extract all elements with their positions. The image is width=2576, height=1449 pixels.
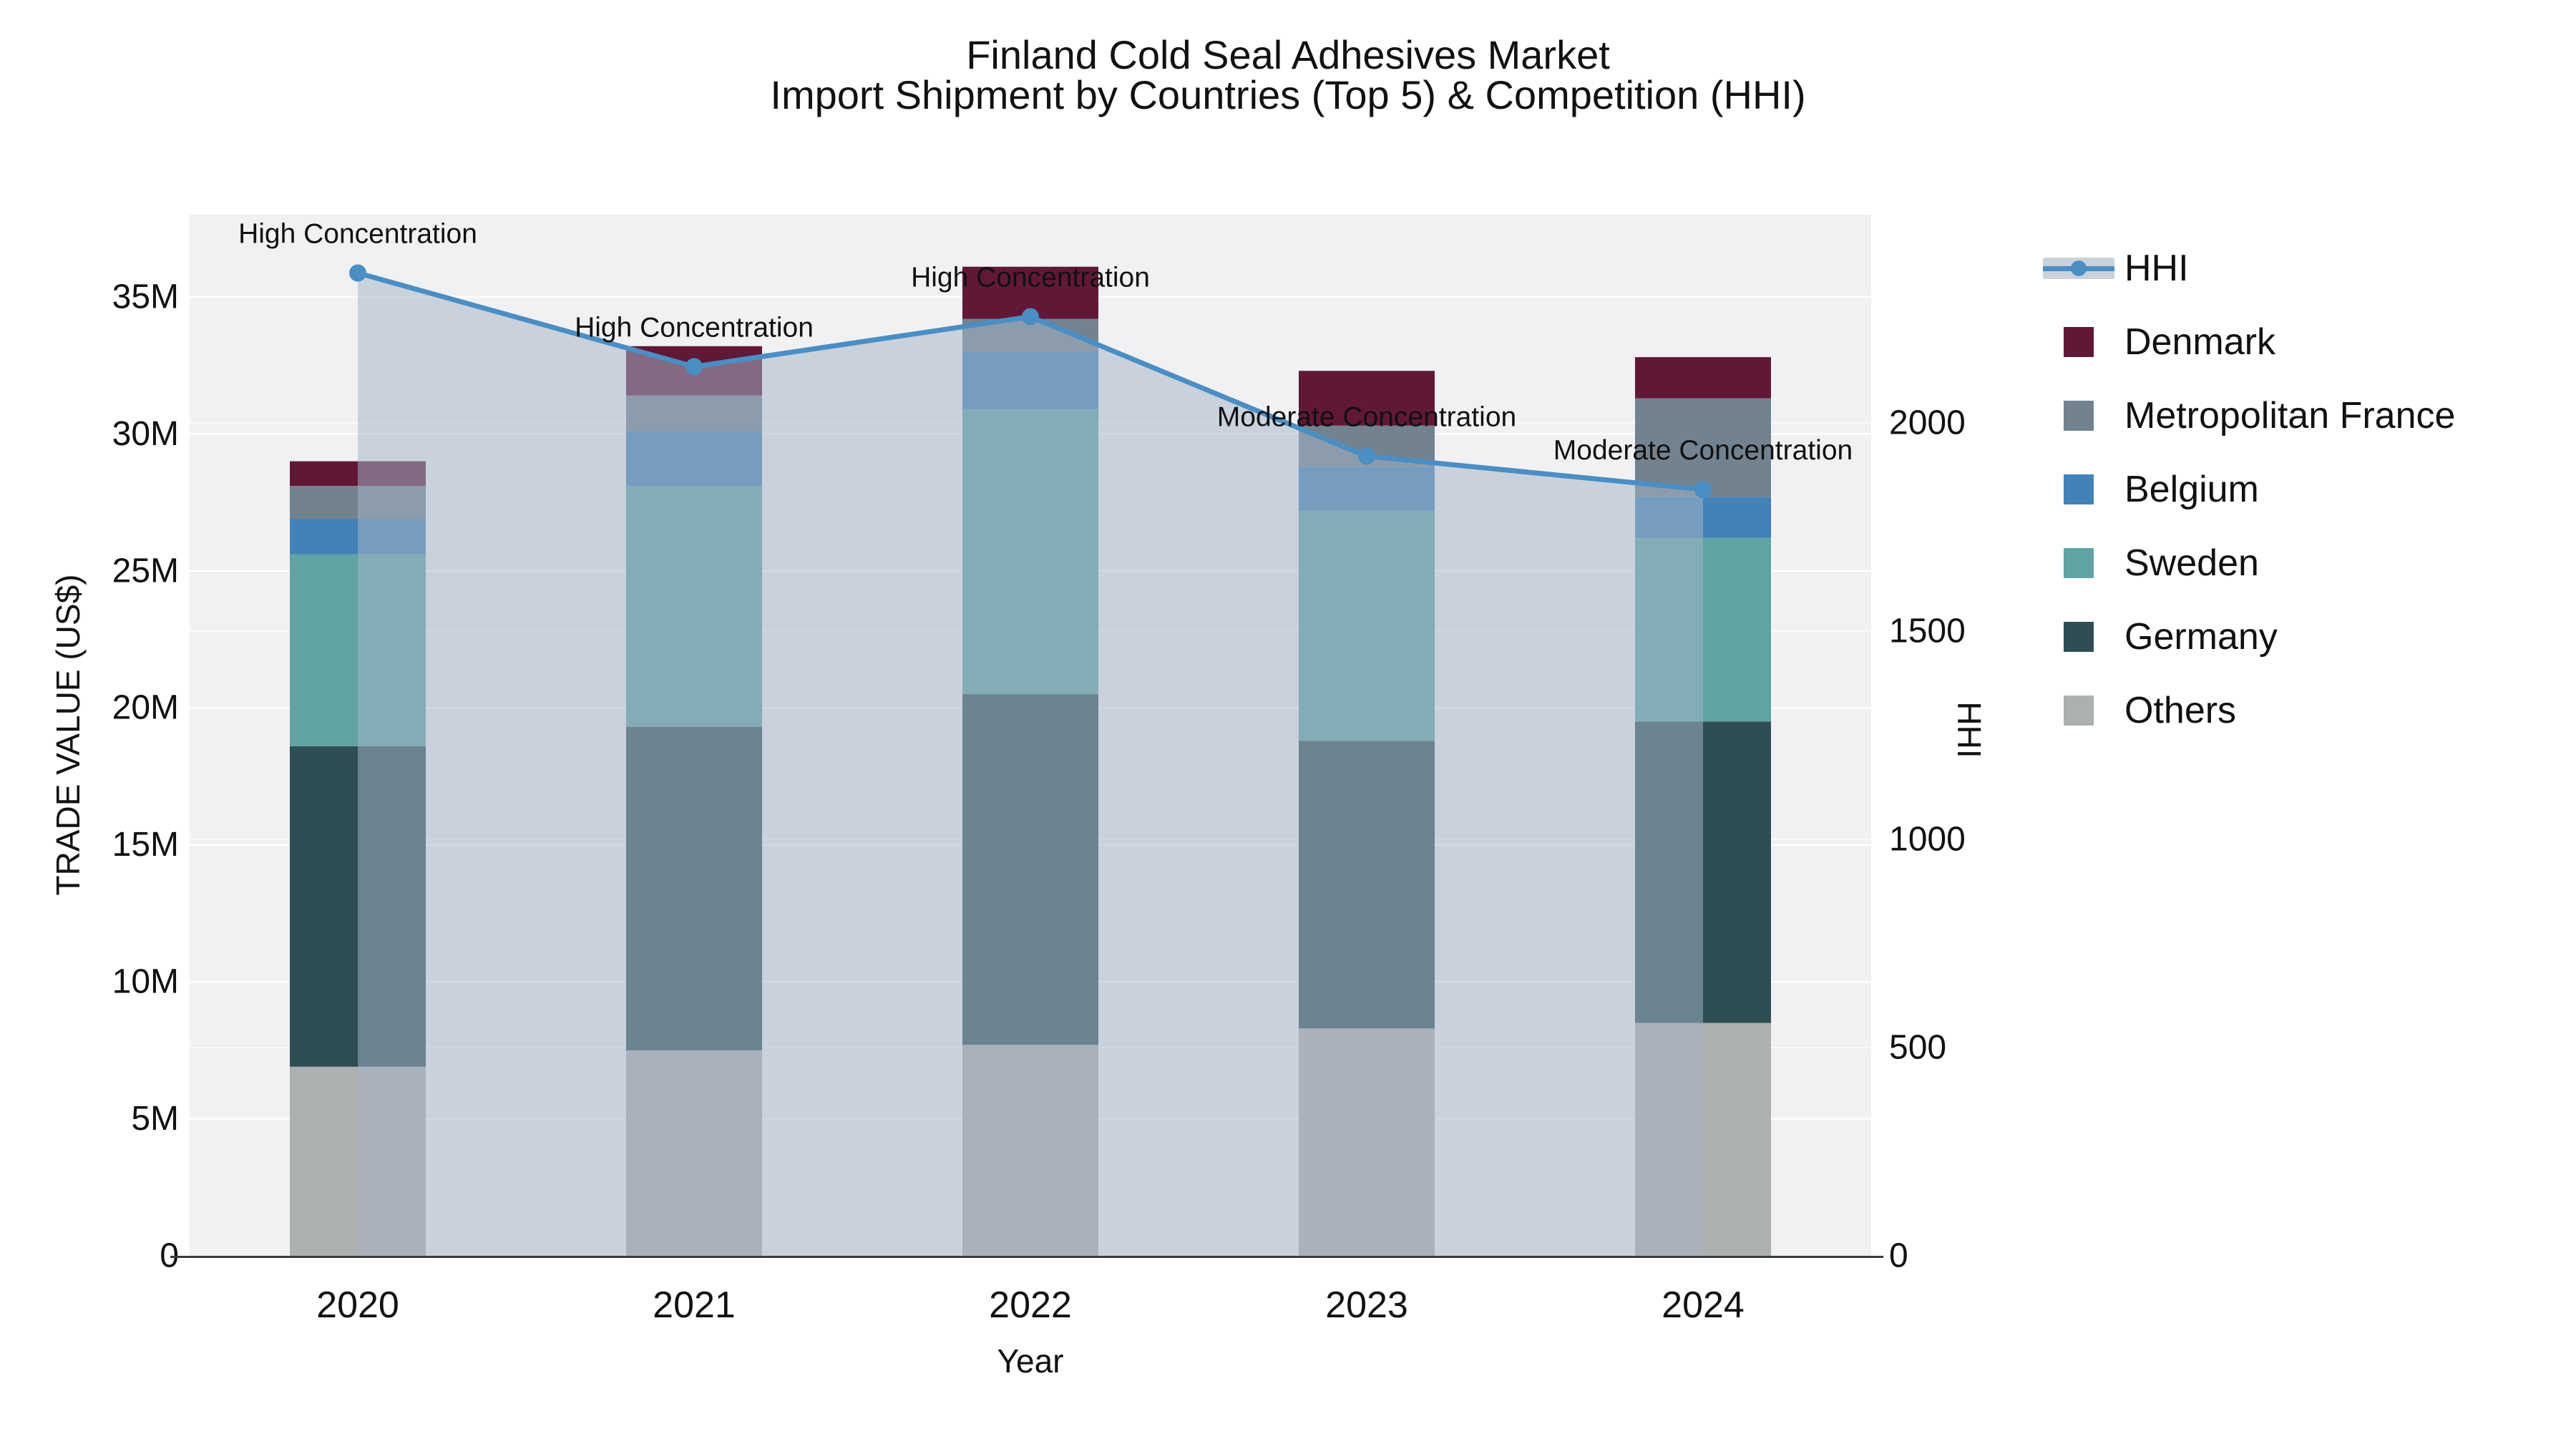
y-tick-label: 30M	[112, 415, 179, 453]
legend-item-others: Others	[2043, 673, 2455, 747]
legend-label: Germany	[2124, 615, 2278, 658]
bar-segment-denmark-2023	[1299, 371, 1435, 426]
y-tick-label: 35M	[112, 278, 179, 316]
hhi-area	[358, 273, 1703, 1257]
legend-swatch-square	[2043, 695, 2114, 726]
legend-color-swatch	[2064, 621, 2094, 652]
legend-item-denmark: Denmark	[2043, 305, 2455, 379]
y2-tick-label: 500	[1889, 1029, 1946, 1067]
annotation-2021: High Concentration	[575, 312, 814, 343]
legend-label: Others	[2124, 689, 2237, 731]
y-tick-label: 10M	[112, 963, 179, 1001]
y-tick-label: 5M	[131, 1100, 179, 1138]
x-tick-label: 2023	[1325, 1284, 1408, 1326]
hhi-marker-swatch	[2071, 260, 2087, 276]
y-tick-label: 20M	[112, 689, 179, 727]
annotation-2020: High Concentration	[238, 218, 477, 249]
legend-label: Sweden	[2124, 542, 2259, 584]
y-tick-label: 25M	[112, 552, 179, 590]
bar-segment-denmark-2024	[1635, 357, 1771, 399]
annotation-2024: Moderate Concentration	[1553, 435, 1853, 466]
legend-swatch-square	[2043, 547, 2114, 578]
legend-item-hhi: HHI	[2043, 231, 2455, 305]
x-tick-label: 2024	[1662, 1284, 1745, 1326]
legend: HHI Denmark Metropolitan France Belgium Swed…	[2043, 231, 2455, 747]
legend-label: Belgium	[2124, 468, 2259, 510]
hhi-marker-2024	[1694, 481, 1712, 499]
y2-tick-label: 0	[1889, 1237, 1908, 1275]
legend-color-swatch	[2064, 695, 2094, 726]
legend-swatch-square	[2043, 474, 2114, 504]
hhi-marker-2021	[686, 358, 703, 376]
chart-subtitle: Import Shipment by Countries (Top 5) & C…	[770, 72, 1806, 117]
x-tick-label: 2020	[316, 1284, 399, 1326]
legend-item-germany: Germany	[2043, 600, 2455, 673]
legend-label: Metropolitan France	[2124, 394, 2456, 436]
y-tick-label: 15M	[112, 826, 179, 864]
legend-swatch-square	[2043, 400, 2114, 431]
legend-color-swatch	[2064, 326, 2094, 357]
legend-swatch-hhi	[2043, 257, 2114, 279]
y2-tick-label: 1500	[1889, 613, 1966, 650]
hhi-marker-2022	[1022, 308, 1039, 326]
annotation-2023: Moderate Concentration	[1217, 402, 1516, 433]
y2-tick-label: 2000	[1889, 404, 1966, 442]
chart-title: Finland Cold Seal Adhesives Market	[966, 32, 1610, 77]
x-axis-title: Year	[997, 1342, 1064, 1380]
legend-swatch-square	[2043, 326, 2114, 357]
y2-tick-label: 1000	[1889, 821, 1966, 859]
legend-label: HHI	[2124, 247, 2189, 289]
legend-color-swatch	[2064, 400, 2094, 431]
x-tick-label: 2021	[653, 1284, 736, 1326]
legend-swatch-square	[2043, 621, 2114, 652]
legend-color-swatch	[2064, 547, 2094, 578]
legend-label: Denmark	[2124, 321, 2275, 363]
y2-axis-title: HHI	[1951, 701, 1988, 758]
x-tick-label: 2022	[989, 1284, 1072, 1326]
hhi-area-swatch	[2043, 257, 2114, 279]
legend-color-swatch	[2064, 474, 2094, 504]
hhi-marker-2020	[349, 264, 366, 282]
legend-item-belgium: Belgium	[2043, 452, 2455, 526]
annotation-2022: High Concentration	[911, 263, 1150, 293]
legend-item-sweden: Sweden	[2043, 526, 2455, 600]
y-axis-title: TRADE VALUE (US$)	[49, 574, 87, 896]
bar-segment-metropolitan-france-2024	[1635, 398, 1771, 497]
hhi-marker-2023	[1358, 447, 1375, 465]
legend-item-metropolitan-france: Metropolitan France	[2043, 379, 2455, 452]
